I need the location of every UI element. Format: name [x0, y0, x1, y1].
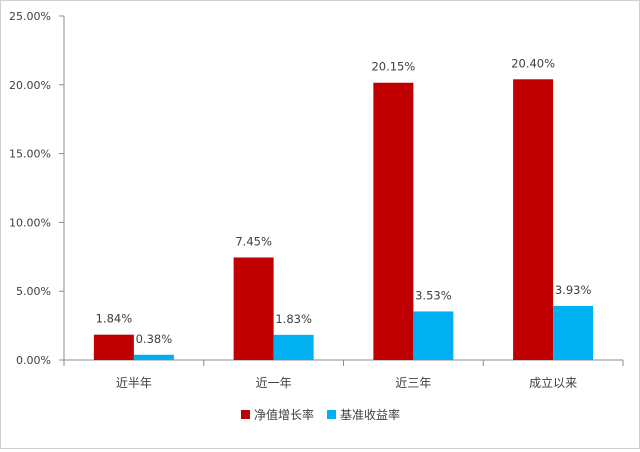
data-label: 1.83% [275, 312, 312, 326]
bar [413, 311, 454, 360]
bar [553, 305, 594, 360]
bar [273, 334, 314, 360]
bar [373, 82, 414, 361]
y-tick-label: 0.00% [16, 354, 51, 367]
y-tick-label: 25.00% [9, 10, 51, 23]
y-tick-label: 5.00% [16, 285, 51, 298]
data-label: 1.84% [96, 312, 133, 326]
bar [93, 334, 134, 360]
data-label: 7.45% [235, 234, 272, 248]
legend-label: 基准收益率 [340, 407, 400, 422]
legend-swatch [241, 410, 250, 419]
data-label: 3.53% [415, 288, 452, 302]
data-label: 3.93% [555, 283, 592, 297]
legend-label: 净值增长率 [254, 407, 314, 422]
y-tick-label: 20.00% [9, 79, 51, 92]
chart-legend: 净值增长率 基准收益率 [241, 407, 400, 422]
bar [133, 354, 174, 360]
chart-bars [93, 79, 594, 361]
x-category-label: 近一年 [256, 376, 292, 390]
y-tick-label: 15.00% [9, 148, 51, 161]
legend-swatch [327, 410, 336, 419]
chart-labels: 1.84% 7.45% 20.15% 20.40% 0.38% 1.83% 3.53% 3.9… [96, 56, 592, 345]
bar [513, 79, 554, 361]
data-label: 0.38% [136, 332, 173, 346]
chart-axes: 0.00% 5.00% 10.00% 15.00% 20.00% 25.00% 近半年 近一年… [9, 10, 624, 390]
x-category-label: 成立以来 [529, 375, 577, 390]
data-label: 20.40% [511, 56, 555, 70]
x-category-label: 近三年 [395, 376, 431, 390]
y-tick-label: 10.00% [9, 216, 51, 229]
x-category-label: 近半年 [116, 376, 152, 390]
bar [233, 257, 274, 360]
data-label: 20.15% [371, 60, 415, 74]
